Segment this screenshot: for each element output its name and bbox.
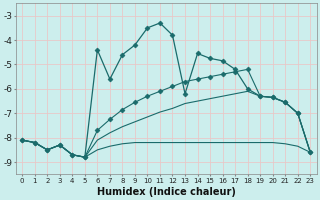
X-axis label: Humidex (Indice chaleur): Humidex (Indice chaleur) — [97, 187, 236, 197]
